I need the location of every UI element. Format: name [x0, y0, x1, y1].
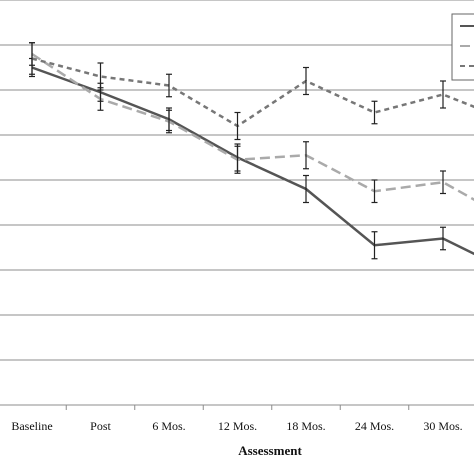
x-tick-label: 12 Mos. — [218, 419, 257, 433]
series-1 — [29, 57, 474, 260]
series-line — [31, 57, 474, 128]
x-axis-title: Assessment — [238, 443, 302, 458]
series-line — [31, 66, 474, 256]
x-tick-label: Post — [90, 419, 111, 433]
series-3 — [29, 42, 474, 141]
x-tick-label: Baseline — [11, 419, 52, 433]
x-tick-label: 24 Mos. — [355, 419, 394, 433]
gridlines — [0, 0, 474, 361]
x-tick-label: 18 Mos. — [286, 419, 325, 433]
x-tick-label: 30 Mos. — [423, 419, 462, 433]
series-line — [31, 52, 474, 201]
series-group — [29, 42, 474, 260]
x-tick-label: 6 Mos. — [152, 419, 185, 433]
series-2 — [29, 42, 474, 204]
legend — [451, 13, 474, 81]
x-axis: Baseline Post 6 Mos. 12 Mos. 18 Mos. 24 Mos. 3… — [0, 404, 474, 433]
